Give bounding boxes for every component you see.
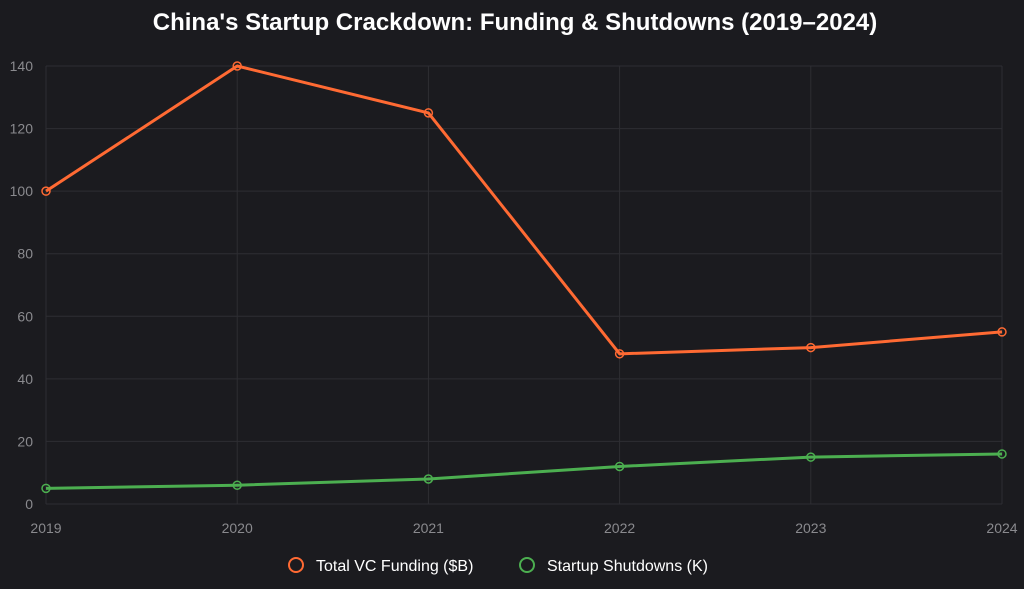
- x-tick-label: 2021: [413, 520, 444, 536]
- legend-marker[interactable]: [519, 557, 535, 573]
- y-tick-label: 60: [17, 308, 33, 324]
- grid: [45, 65, 1003, 505]
- y-tick-label: 80: [17, 246, 33, 262]
- x-tick-label: 2020: [222, 520, 253, 536]
- x-axis: 2019 2020 2021 2022 2023 2024: [30, 520, 1017, 536]
- data-point[interactable]: [41, 483, 51, 494]
- data-point[interactable]: [614, 349, 625, 359]
- legend-label[interactable]: Startup Shutdowns (K): [547, 558, 708, 575]
- y-tick-label: 100: [10, 183, 34, 199]
- data-point[interactable]: [997, 327, 1007, 337]
- series-line-0: [45, 64, 1003, 356]
- x-tick-label: 2019: [30, 520, 61, 536]
- x-tick-label: 2024: [986, 520, 1017, 536]
- legend: Total VC Funding ($B) Startup Shutdowns (…: [288, 557, 708, 575]
- legend-label[interactable]: Total VC Funding ($B): [316, 558, 473, 575]
- data-point[interactable]: [423, 108, 434, 118]
- x-tick-label: 2023: [795, 520, 826, 536]
- series-line-1: [45, 452, 1003, 490]
- data-point[interactable]: [806, 452, 816, 462]
- y-tick-label: 0: [25, 496, 33, 512]
- y-tick-label: 140: [10, 58, 34, 74]
- data-point[interactable]: [232, 480, 242, 490]
- data-point[interactable]: [997, 449, 1007, 459]
- legend-marker[interactable]: [288, 557, 304, 573]
- x-tick-label: 2022: [604, 520, 635, 536]
- y-tick-label: 120: [10, 121, 34, 137]
- data-point[interactable]: [232, 61, 242, 71]
- series-layer: [41, 61, 1007, 494]
- y-tick-label: 40: [17, 371, 33, 387]
- y-axis: 0 20 40 60 80 100 120 140: [10, 58, 34, 512]
- y-tick-label: 20: [17, 433, 33, 449]
- data-point[interactable]: [423, 474, 434, 484]
- data-point[interactable]: [806, 342, 816, 353]
- data-point[interactable]: [41, 186, 51, 196]
- data-point[interactable]: [614, 461, 625, 472]
- chart-title: China's Startup Crackdown: Funding & Shu…: [153, 9, 877, 36]
